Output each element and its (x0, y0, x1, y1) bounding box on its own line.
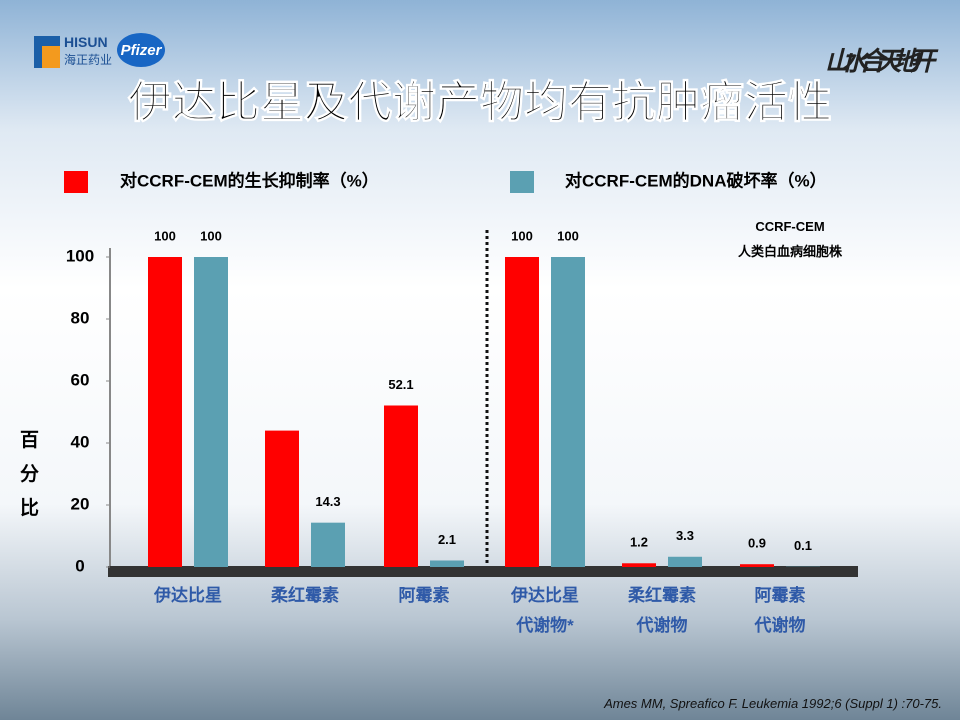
bar (430, 560, 464, 567)
value-label: 14.3 (315, 494, 340, 509)
value-label: 100 (154, 228, 176, 243)
annotation: CCRF-CEM 人类白血病细胞株 (737, 219, 842, 259)
bar (740, 564, 774, 567)
baseline (108, 566, 858, 577)
y-tick-label: 80 (71, 308, 90, 327)
x-tick-label: 阿霉素 代谢物 (754, 586, 806, 635)
bar (384, 405, 418, 567)
company-logo: HISUN (64, 34, 108, 50)
y-tick-label: 40 (71, 432, 90, 451)
value-label: 100 (200, 228, 222, 243)
value-label: 3.3 (676, 528, 694, 543)
logo-mark (42, 46, 60, 68)
bar (622, 563, 656, 567)
x-tick-label: 柔红霉素 代谢物 (628, 586, 696, 635)
legend-swatch (64, 171, 88, 193)
bar (148, 257, 182, 567)
legend-label: 对CCRF-CEM的DNA破坏率（%） (565, 170, 827, 190)
y-axis-label: 百分比 (20, 430, 40, 519)
bar (311, 522, 345, 567)
partner-logo: Pfizer (121, 42, 163, 59)
x-tick-label: 阿霉素 (398, 586, 450, 605)
value-label: 0.1 (794, 538, 812, 553)
value-label: 100 (511, 228, 533, 243)
x-tick-label: 伊达比星 (154, 586, 222, 605)
value-label: 52.1 (388, 377, 413, 392)
y-tick-label: 60 (71, 370, 90, 389)
value-label: 0.9 (748, 536, 766, 551)
y-tick-label: 100 (66, 246, 94, 265)
bar (265, 430, 299, 567)
slogan: 山水合天地开 (825, 46, 939, 76)
bar (551, 257, 585, 567)
legend-label: 对CCRF-CEM的生长抑制率（%） (120, 170, 379, 190)
x-tick-label: 柔红霉素 (271, 586, 339, 605)
value-label: 100 (557, 228, 579, 243)
value-label: 1.2 (630, 535, 648, 550)
value-label: 2.1 (438, 532, 456, 547)
partner-logo-bg (117, 33, 165, 67)
bar (668, 556, 702, 567)
x-tick-label: 伊达比星 代谢物* (511, 586, 579, 635)
y-tick-label: 20 (71, 494, 90, 513)
legend-swatch (510, 171, 534, 193)
y-tick-label: 0 (75, 556, 84, 575)
bar (194, 257, 228, 567)
bar (505, 257, 539, 567)
company-logo-cn: 海正药业 (64, 52, 112, 67)
source: Ames MM, Spreafico F. Leukemia 1992;6 (S… (604, 696, 942, 711)
chart-title: 伊达比星及代谢产物均有抗肿瘤活性 (127, 78, 832, 127)
